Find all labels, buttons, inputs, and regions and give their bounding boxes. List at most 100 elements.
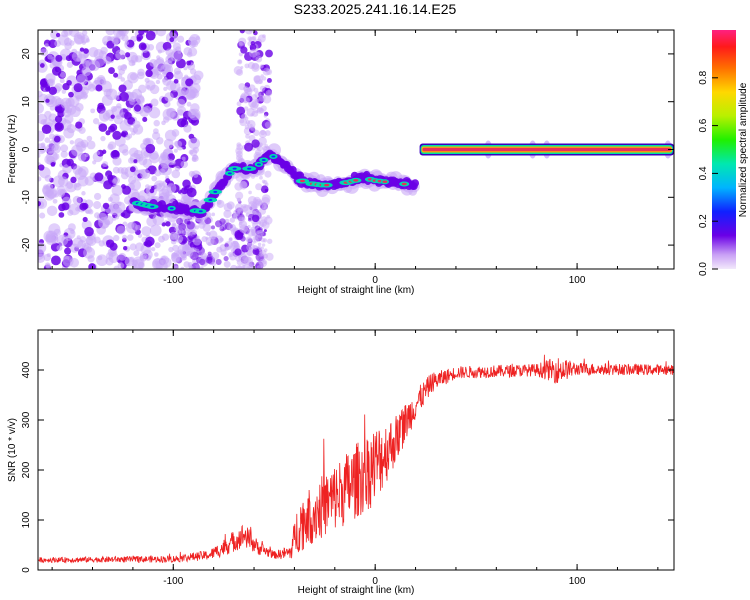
noise-speckle: [240, 46, 248, 54]
noise-speckle: [258, 130, 267, 139]
noise-speckle: [47, 54, 53, 60]
noise-speckle: [67, 223, 76, 232]
noise-speckle: [262, 34, 266, 38]
noise-speckle: [235, 191, 244, 200]
noise-speckle: [185, 231, 191, 237]
noise-speckle: [178, 228, 184, 234]
noise-speckle: [261, 179, 266, 184]
noise-speckle: [145, 69, 153, 78]
noise-speckle: [207, 241, 212, 246]
noise-speckle: [68, 91, 74, 98]
noise-speckle: [164, 92, 174, 102]
noise-speckle: [118, 84, 127, 93]
noise-speckle: [117, 30, 129, 37]
noise-speckle: [249, 43, 257, 51]
noise-speckle: [246, 242, 255, 252]
noise-speckle: [262, 94, 272, 104]
noise-speckle: [52, 66, 62, 76]
noise-speckle: [82, 60, 91, 69]
trace-core: [208, 199, 213, 202]
noise-speckle: [111, 184, 123, 197]
noise-speckle: [228, 245, 232, 249]
noise-speckle: [244, 142, 254, 152]
noise-speckle: [76, 73, 88, 86]
noise-speckle: [162, 41, 172, 51]
spectrogram-y-label: Frequency (Hz): [7, 115, 18, 184]
colorbar-scale: [712, 30, 736, 269]
noise-speckle: [136, 71, 145, 80]
noise-speckle: [198, 258, 206, 266]
colorbar-label: Normalized spectral amplitude: [738, 82, 749, 217]
noise-speckle: [116, 225, 126, 235]
trace-core: [247, 167, 252, 170]
trace-core: [150, 205, 155, 208]
noise-speckle: [124, 52, 131, 58]
noise-speckle: [86, 140, 96, 150]
noise-speckle: [107, 174, 114, 181]
noise-speckle: [165, 178, 171, 184]
noise-speckle: [53, 135, 61, 143]
noise-speckle: [171, 222, 177, 228]
trace-core: [299, 179, 305, 183]
noise-speckle: [259, 175, 263, 180]
noise-speckle: [189, 40, 196, 48]
y-tick-label: -10: [21, 190, 32, 205]
x-tick-label: 0: [372, 576, 378, 587]
noise-speckle: [224, 243, 229, 248]
noise-speckle: [64, 247, 72, 255]
noise-speckle: [103, 56, 112, 65]
noise-speckle: [145, 137, 151, 144]
noise-speckle: [124, 111, 132, 120]
noise-speckle: [133, 104, 142, 112]
noise-speckle: [236, 144, 243, 151]
colorbar-tick-label: 0.2: [698, 214, 709, 228]
noise-speckle: [262, 145, 268, 151]
noise-speckle: [244, 63, 250, 69]
trace-core: [198, 210, 203, 213]
noise-speckle: [39, 63, 45, 68]
noise-speckle: [67, 209, 74, 216]
noise-speckle: [169, 81, 181, 92]
noise-speckle: [156, 136, 164, 145]
noise-speckle: [106, 239, 115, 248]
noise-speckle: [50, 162, 56, 167]
noise-speckle: [155, 183, 162, 190]
noise-speckle: [181, 156, 186, 161]
noise-speckle: [74, 168, 87, 181]
noise-speckle: [262, 67, 271, 76]
noise-speckle: [180, 160, 188, 169]
noise-speckle: [261, 196, 270, 206]
noise-speckle: [149, 58, 158, 67]
page-title: S233.2025.241.16.14.E25: [293, 1, 457, 17]
noise-speckle: [234, 231, 244, 241]
noise-speckle: [51, 255, 61, 266]
noise-speckle: [66, 80, 72, 86]
noise-speckle: [236, 265, 244, 269]
noise-speckle: [111, 35, 121, 45]
snr-y-label: SNR (10 * v/v): [7, 418, 18, 482]
spectrogram-image: [38, 30, 674, 269]
noise-speckle: [154, 68, 162, 76]
noise-speckle: [117, 262, 125, 269]
noise-speckle: [236, 101, 242, 107]
noise-speckle: [45, 98, 50, 103]
noise-speckle: [224, 218, 230, 224]
noise-speckle: [60, 150, 68, 158]
noise-speckle: [89, 60, 101, 71]
noise-speckle: [49, 232, 59, 242]
noise-speckle: [38, 102, 44, 114]
noise-speckle: [223, 209, 232, 219]
noise-speckle: [105, 30, 115, 36]
noise-speckle: [241, 260, 247, 266]
noise-speckle: [83, 246, 96, 259]
noise-speckle: [145, 80, 156, 91]
noise-speckle: [237, 157, 243, 163]
snr-series-line: [38, 354, 674, 564]
noise-speckle: [62, 255, 74, 267]
noise-speckle: [247, 228, 256, 237]
noise-speckle: [155, 79, 161, 85]
noise-speckle: [140, 168, 151, 180]
noise-speckle: [263, 205, 268, 210]
noise-speckle: [129, 179, 142, 191]
noise-speckle: [251, 94, 258, 101]
